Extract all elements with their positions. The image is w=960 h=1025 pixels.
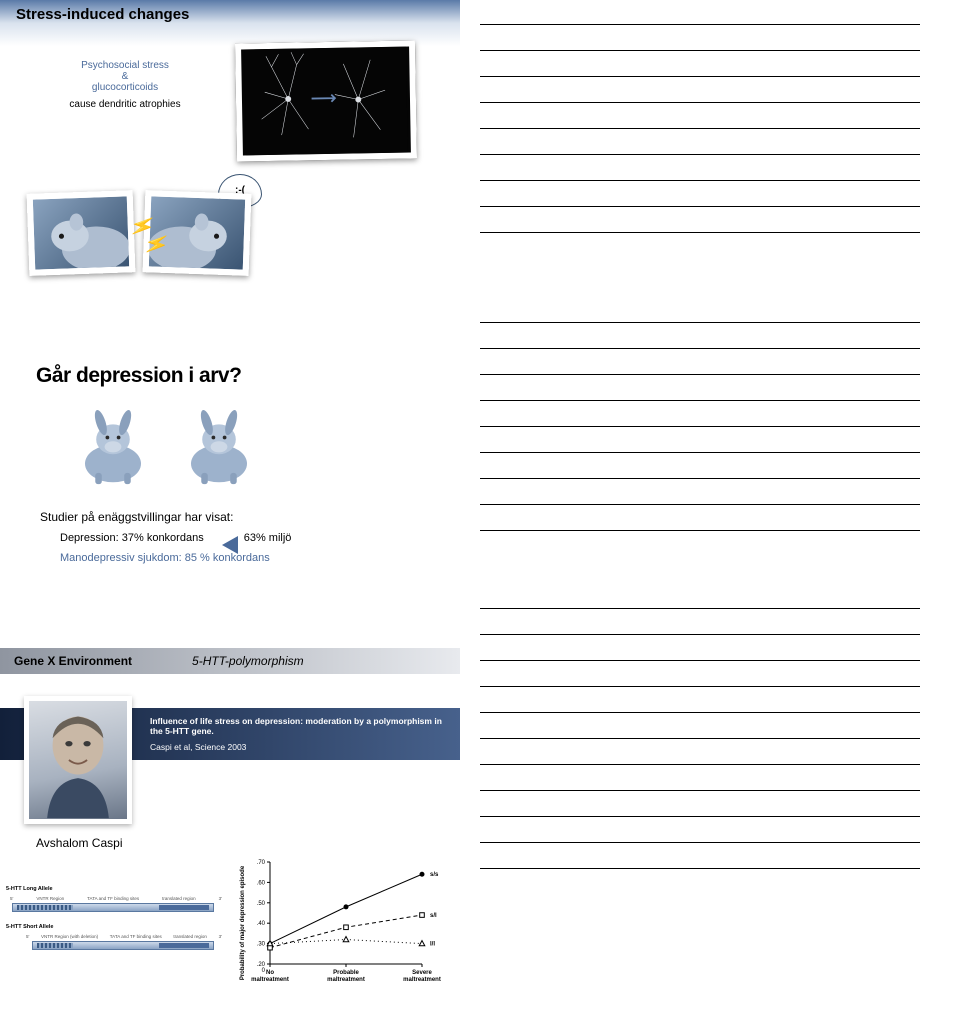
svg-text:.40: .40 xyxy=(257,921,266,927)
five-prime: 5' xyxy=(10,896,13,901)
stress-line1: Psychosocial stress xyxy=(40,60,210,71)
poly-label: 5-HTT-polymorphism xyxy=(192,654,304,668)
allele-short-title: 5-HTT Short Allele xyxy=(6,924,226,930)
note-line xyxy=(480,24,920,25)
slide1-title: Stress-induced changes xyxy=(16,6,460,23)
allele-bar-long xyxy=(12,903,214,912)
svg-text:Probable: Probable xyxy=(333,970,359,976)
svg-text:Probability of major depressio: Probability of major depression episode xyxy=(240,865,246,980)
note-line xyxy=(480,76,920,77)
trans-label: translated region xyxy=(173,934,207,939)
note-line xyxy=(480,686,920,687)
note-line xyxy=(480,128,920,129)
trans-label: translated region xyxy=(162,896,196,901)
svg-text:.60: .60 xyxy=(257,880,266,886)
notes-lines-2 xyxy=(480,322,960,556)
tata-label: TATA and TF binding sites xyxy=(110,934,162,939)
notes-lines-3 xyxy=(480,608,960,894)
note-line xyxy=(480,322,920,323)
eeyore-pair xyxy=(70,402,430,486)
note-line xyxy=(480,348,920,349)
slide2-heading: Går depression i arv? xyxy=(36,364,430,388)
slide-depression-arv: Går depression i arv? xyxy=(0,324,460,632)
svg-text:s/s: s/s xyxy=(430,872,439,878)
gxe-label: Gene X Environment xyxy=(14,654,132,668)
note-line xyxy=(480,102,920,103)
stress-text-block: Psychosocial stress & glucocorticoids ca… xyxy=(40,60,210,110)
svg-text:l/l: l/l xyxy=(430,942,435,948)
probability-chart: .70.60.50.40.30.200Probability of major … xyxy=(234,858,448,988)
note-line xyxy=(480,400,920,401)
vntr-del-label: VNTR Region (with deletion) xyxy=(41,934,98,939)
note-line xyxy=(480,504,920,505)
mano-row: Manodepressiv sjukdom: 85 % konkordans xyxy=(60,552,430,564)
note-line xyxy=(480,50,920,51)
note-line xyxy=(480,452,920,453)
note-line xyxy=(480,530,920,531)
stress-line4: cause dendritic atrophies xyxy=(40,99,210,110)
note-line xyxy=(480,816,920,817)
five-prime: 5' xyxy=(26,934,29,939)
miljo-text: 63% miljö xyxy=(244,532,292,544)
tata-label: TATA and TF binding sites xyxy=(87,896,139,901)
note-line xyxy=(480,180,920,181)
allele-long-row: 5-HTT Long Allele 5' VNTR Region TATA an… xyxy=(6,886,226,912)
gray-heading-band: Gene X Environment 5-HTT-polymorphism xyxy=(0,648,460,674)
studies-text: Studier på enäggstvillingar har visat: xyxy=(40,510,430,524)
slide-stress-induced: Stress-induced changes Psychosocial stre… xyxy=(0,0,460,308)
title-band: Stress-induced changes xyxy=(0,0,460,46)
eeyore-icon xyxy=(176,402,262,486)
note-line xyxy=(480,660,920,661)
svg-text:No: No xyxy=(266,970,274,976)
slide-gene-environment: Gene X Environment 5-HTT-polymorphism In… xyxy=(0,648,460,998)
note-line xyxy=(480,634,920,635)
note-line xyxy=(480,232,920,233)
allele-bar-short xyxy=(32,941,214,950)
notes-lines-1 xyxy=(480,24,960,258)
svg-text:.70: .70 xyxy=(257,860,266,866)
svg-text:maltreatment: maltreatment xyxy=(403,977,441,983)
note-line xyxy=(480,608,920,609)
allele-short-row: 5-HTT Short Allele 5' VNTR Region (with … xyxy=(6,924,226,950)
note-line xyxy=(480,374,920,375)
page: Stress-induced changes Psychosocial stre… xyxy=(0,0,960,1014)
stress-line3: glucocorticoids xyxy=(40,82,210,93)
note-line xyxy=(480,206,920,207)
svg-text:.30: .30 xyxy=(257,942,266,948)
svg-text:maltreatment: maltreatment xyxy=(251,977,289,983)
depression-konkordans: Depression: 37% konkordans xyxy=(60,532,204,544)
allele-diagram: 5-HTT Long Allele 5' VNTR Region TATA an… xyxy=(6,886,226,962)
stress-line2: & xyxy=(40,71,210,82)
note-line xyxy=(480,868,920,869)
note-line xyxy=(480,842,920,843)
allele-long-title: 5-HTT Long Allele xyxy=(6,886,226,892)
caspi-portrait xyxy=(24,696,132,824)
paper-title: Influence of life stress on depression: … xyxy=(150,716,448,736)
three-prime: 3' xyxy=(219,896,222,901)
note-line xyxy=(480,764,920,765)
portrait-caption: Avshalom Caspi xyxy=(36,836,122,850)
depression-row: Depression: 37% konkordans 63% miljö xyxy=(60,532,430,544)
note-line xyxy=(480,478,920,479)
neuron-photo xyxy=(235,40,417,161)
notes-column xyxy=(480,0,960,1014)
svg-text:s/l: s/l xyxy=(430,913,437,919)
note-line xyxy=(480,712,920,713)
svg-text:.50: .50 xyxy=(257,901,266,907)
eeyore-icon xyxy=(70,402,156,486)
note-line xyxy=(480,426,920,427)
svg-text:maltreatment: maltreatment xyxy=(327,977,365,983)
slides-column: Stress-induced changes Psychosocial stre… xyxy=(0,0,480,1014)
vntr-label: VNTR Region xyxy=(36,896,64,901)
paper-citation: Caspi et al, Science 2003 xyxy=(150,742,448,752)
three-prime: 3' xyxy=(219,934,222,939)
rat-image-left xyxy=(27,190,136,276)
note-line xyxy=(480,790,920,791)
note-line xyxy=(480,154,920,155)
note-line xyxy=(480,738,920,739)
svg-text:Severe: Severe xyxy=(412,970,432,976)
